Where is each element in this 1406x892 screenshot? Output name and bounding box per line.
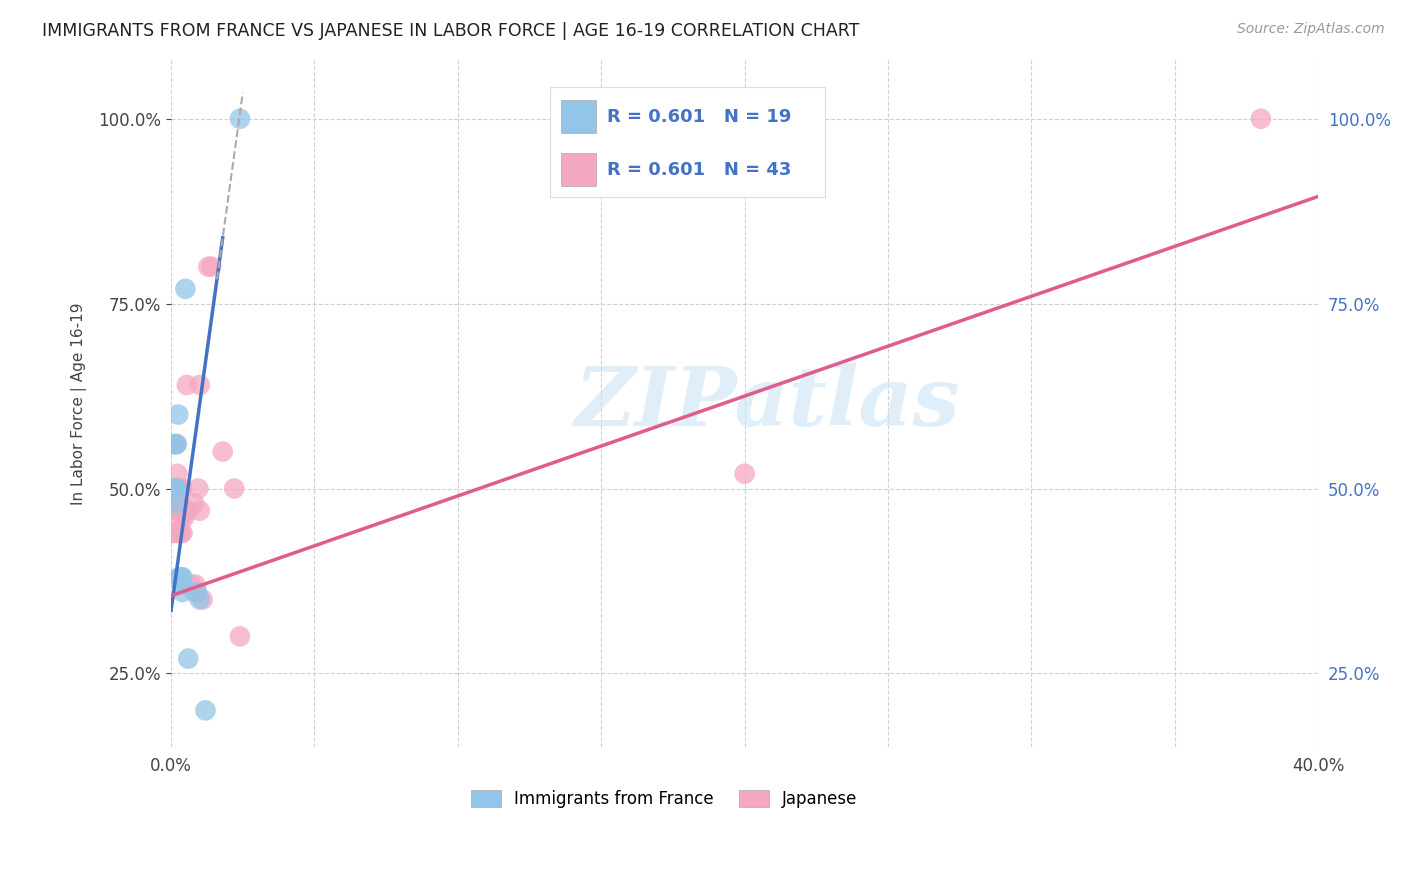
Point	[186, 585, 208, 599]
Point	[167, 525, 190, 540]
Point	[183, 496, 205, 510]
Point	[165, 482, 187, 496]
Point	[169, 570, 191, 584]
Point	[170, 570, 193, 584]
Point	[170, 511, 193, 525]
Point	[165, 496, 187, 510]
Point	[165, 437, 187, 451]
Point	[177, 651, 200, 665]
Point	[169, 482, 191, 496]
Point	[166, 467, 188, 481]
Point	[172, 525, 194, 540]
Point	[172, 585, 194, 599]
Y-axis label: In Labor Force | Age 16-19: In Labor Force | Age 16-19	[72, 302, 87, 505]
Point	[180, 577, 202, 591]
Point	[174, 504, 197, 518]
Point	[163, 496, 186, 510]
Point	[163, 482, 186, 496]
Point	[167, 496, 190, 510]
Point	[1250, 112, 1272, 126]
Point	[162, 525, 184, 540]
Point	[166, 437, 188, 451]
Point	[176, 378, 198, 392]
Point	[174, 282, 197, 296]
Point	[165, 437, 187, 451]
Point	[734, 467, 756, 481]
Point	[167, 408, 190, 422]
Point	[200, 260, 222, 274]
Point	[229, 112, 252, 126]
Point	[224, 482, 246, 496]
Point	[183, 585, 205, 599]
Text: ZIPatlas: ZIPatlas	[575, 363, 960, 443]
Point	[165, 525, 187, 540]
Point	[170, 525, 193, 540]
Point	[197, 260, 219, 274]
Legend: Immigrants from France, Japanese: Immigrants from France, Japanese	[464, 783, 865, 814]
Point	[162, 437, 184, 451]
Point	[166, 504, 188, 518]
Point	[165, 496, 187, 510]
Point	[211, 444, 233, 458]
Point	[191, 592, 214, 607]
Point	[186, 585, 208, 599]
Point	[172, 482, 194, 496]
Point	[165, 482, 187, 496]
Point	[165, 482, 187, 496]
Point	[166, 482, 188, 496]
Point	[167, 504, 190, 518]
Point	[169, 504, 191, 518]
Point	[172, 570, 194, 584]
Point	[188, 504, 211, 518]
Point	[167, 570, 190, 584]
Point	[173, 511, 195, 525]
Point	[163, 525, 186, 540]
Point	[188, 592, 211, 607]
Point	[170, 577, 193, 591]
Point	[177, 504, 200, 518]
Text: Source: ZipAtlas.com: Source: ZipAtlas.com	[1237, 22, 1385, 37]
Point	[184, 577, 207, 591]
Text: IMMIGRANTS FROM FRANCE VS JAPANESE IN LABOR FORCE | AGE 16-19 CORRELATION CHART: IMMIGRANTS FROM FRANCE VS JAPANESE IN LA…	[42, 22, 859, 40]
Point	[166, 525, 188, 540]
Point	[163, 482, 186, 496]
Point	[229, 629, 252, 643]
Point	[194, 703, 217, 717]
Point	[163, 437, 186, 451]
Point	[187, 482, 209, 496]
Point	[188, 378, 211, 392]
Point	[166, 482, 188, 496]
